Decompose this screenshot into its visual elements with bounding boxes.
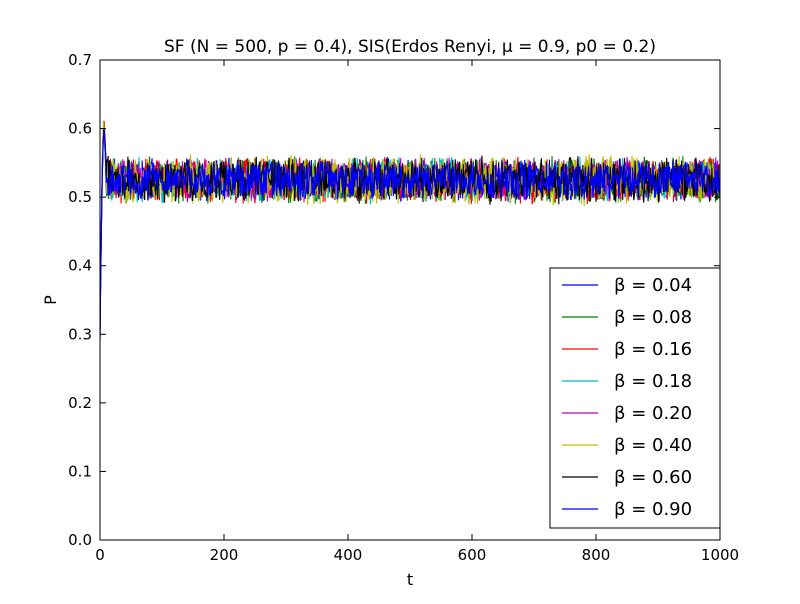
legend-label: β = 0.08 (614, 307, 692, 328)
series-line (100, 129, 720, 341)
x-axis: 0 200 400 600 800 1000 (95, 60, 739, 564)
legend-label: β = 0.16 (614, 339, 692, 360)
x-tick-label: 400 (334, 546, 363, 564)
y-tick-label: 0.6 (68, 120, 92, 138)
y-tick-label: 0.5 (68, 188, 92, 206)
series-layer (100, 120, 720, 343)
legend-label: β = 0.90 (614, 499, 692, 520)
series-line (100, 122, 720, 343)
x-tick-label: 1000 (701, 546, 739, 564)
y-tick-label: 0.1 (68, 462, 92, 480)
x-axis-label: t (407, 570, 413, 589)
x-tick-label: 0 (95, 546, 105, 564)
y-axis-label: P (41, 295, 60, 305)
x-tick-label: 200 (210, 546, 239, 564)
y-tick-label: 0.3 (68, 325, 92, 343)
legend: β = 0.04 β = 0.08 β = 0.16 β = 0.18 β = 0.20… (549, 267, 721, 529)
x-tick-label: 600 (458, 546, 487, 564)
y-axis: 0.0 0.1 0.2 0.3 0.4 0.5 0.6 0.7 (68, 51, 720, 549)
y-tick-label: 0.0 (68, 531, 92, 549)
chart-title: SF (N = 500, p = 0.4), SIS(Erdos Renyi, … (164, 37, 656, 57)
legend-label: β = 0.18 (614, 371, 692, 392)
legend-label: β = 0.04 (614, 275, 692, 296)
y-tick-label: 0.7 (68, 51, 92, 69)
y-tick-label: 0.2 (68, 394, 92, 412)
y-tick-label: 0.4 (68, 257, 92, 275)
legend-label: β = 0.40 (614, 435, 692, 456)
legend-label: β = 0.20 (614, 403, 692, 424)
legend-box (549, 267, 721, 529)
legend-label: β = 0.60 (614, 467, 692, 488)
x-tick-label: 800 (582, 546, 611, 564)
